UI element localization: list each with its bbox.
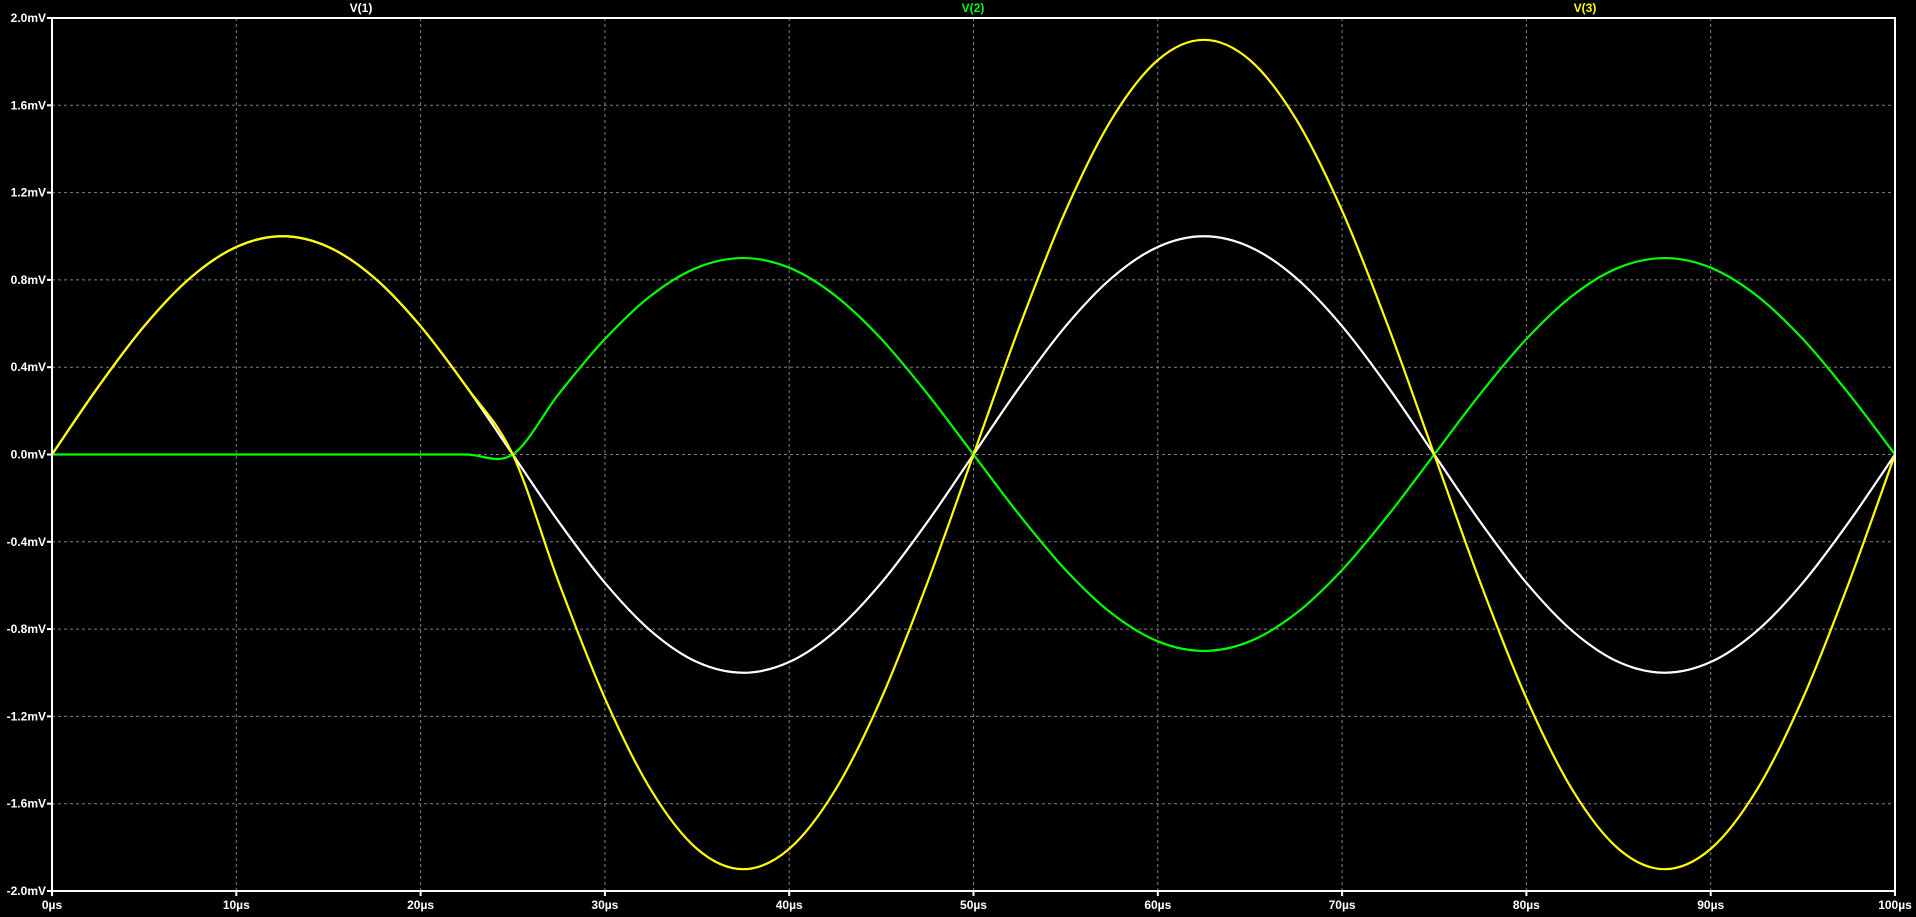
legend-v2: V(2) bbox=[962, 1, 985, 15]
y-tick-label: -0.8mV bbox=[7, 622, 46, 636]
x-tick-label: 20µs bbox=[407, 898, 434, 912]
legend: V(1) V(2) V(3) bbox=[350, 1, 1597, 15]
y-tick-label: 0.4mV bbox=[11, 360, 46, 374]
y-tick-label: 1.6mV bbox=[11, 98, 46, 112]
grid bbox=[52, 18, 1895, 891]
x-tick-label: 60µs bbox=[1144, 898, 1171, 912]
x-tick-label: 100µs bbox=[1878, 898, 1912, 912]
x-tick-label: 90µs bbox=[1697, 898, 1724, 912]
x-tick-label: 40µs bbox=[776, 898, 803, 912]
x-tick-label: 0µs bbox=[42, 898, 63, 912]
trace-v2 bbox=[51, 256, 1896, 653]
legend-v3: V(3) bbox=[1574, 1, 1597, 15]
x-tick-label: 50µs bbox=[960, 898, 987, 912]
axis-ticks: 0µs 10µs 20µs 30µs 40µs 50µs 60µs 70µs 80µs 90µs 1… bbox=[7, 11, 1912, 912]
y-tick-label: 1.2mV bbox=[11, 186, 46, 200]
y-tick-label: -1.2mV bbox=[7, 709, 46, 723]
y-tick-label: 0.0mV bbox=[11, 448, 46, 462]
x-tick-label: 10µs bbox=[223, 898, 250, 912]
x-tick-label: 80µs bbox=[1513, 898, 1540, 912]
y-tick-label: 2.0mV bbox=[11, 11, 46, 25]
x-tick-label: 70µs bbox=[1329, 898, 1356, 912]
y-tick-label: -0.4mV bbox=[7, 535, 46, 549]
legend-v1: V(1) bbox=[350, 1, 373, 15]
x-tick-label: 30µs bbox=[591, 898, 618, 912]
y-tick-label: 0.8mV bbox=[11, 273, 46, 287]
y-tick-label: -2.0mV bbox=[7, 884, 46, 898]
trace-v3 bbox=[51, 38, 1897, 871]
y-tick-label: -1.6mV bbox=[7, 797, 46, 811]
traces bbox=[51, 38, 1897, 871]
